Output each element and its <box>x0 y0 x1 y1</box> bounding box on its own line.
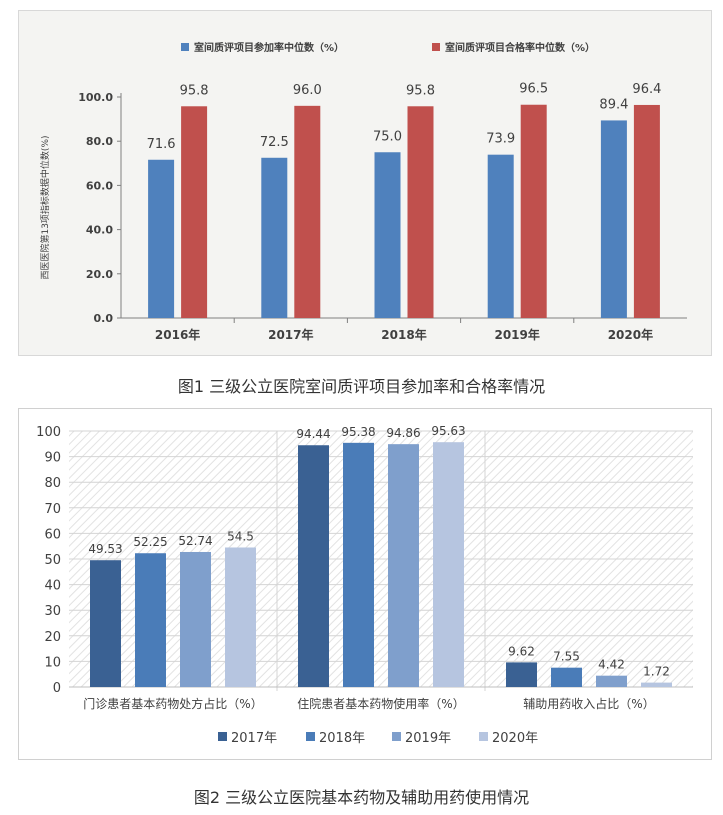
y-tick-label: 60.0 <box>86 179 113 192</box>
data-label: 95.8 <box>180 83 209 98</box>
y-tick-label: 0.0 <box>94 312 114 325</box>
legend-swatch-2018年 <box>306 732 315 741</box>
x-tick-label: 住院患者基本药物使用率（%） <box>297 696 464 711</box>
data-label: 71.6 <box>147 137 176 152</box>
data-label: 95.63 <box>431 424 465 438</box>
chart1-svg: 室间质评项目参加率中位数（%） 室间质评项目合格率中位数（%） 西医医院第13项指标… <box>39 41 687 342</box>
x-tick-label: 2020年 <box>608 327 653 342</box>
bar-1 <box>600 120 627 319</box>
data-label: 75.0 <box>373 129 402 144</box>
y-tick-label: 10 <box>44 655 61 670</box>
y-tick-label: 40 <box>44 579 61 594</box>
figure2-caption: 图2 三级公立医院基本药物及辅助用药使用情况 <box>193 788 530 807</box>
bar-2 <box>633 104 660 319</box>
bar-2020年 <box>225 547 256 687</box>
legend-label: 2019年 <box>405 731 451 746</box>
bar-2018年 <box>343 442 374 687</box>
bar-2017年 <box>298 445 329 687</box>
legend-label: 2018年 <box>319 731 365 746</box>
y-tick-label: 20.0 <box>86 268 113 281</box>
bar-2018年 <box>135 553 166 687</box>
data-label: 89.4 <box>599 97 628 112</box>
bar-2019年 <box>180 551 211 687</box>
data-label: 9.62 <box>508 644 535 658</box>
x-tick-label: 2019年 <box>494 327 539 342</box>
legend-swatch-2019年 <box>392 732 401 741</box>
y-tick-label: 80.0 <box>86 135 113 148</box>
figure1-caption: 图1 三级公立医院室间质评项目参加率和合格率情况 <box>177 377 546 396</box>
bar-1 <box>374 152 401 318</box>
bar-2019年 <box>388 444 419 687</box>
x-tick-label: 2017年 <box>268 327 313 342</box>
y-tick-label: 60 <box>44 527 61 542</box>
legend-swatch-2 <box>432 43 440 51</box>
y-tick-label: 80 <box>44 476 61 491</box>
chart1-panel: 室间质评项目参加率中位数（%） 室间质评项目合格率中位数（%） 西医医院第13项指标… <box>18 10 712 356</box>
bar-2017年 <box>90 560 121 687</box>
data-label: 52.74 <box>178 534 212 548</box>
chart2-panel: 0 10 20 30 40 50 60 70 80 90 100 49.53 52.25 52.74 54.… <box>18 408 712 760</box>
data-label: 95.8 <box>406 83 435 98</box>
bar-2 <box>520 104 547 318</box>
legend-swatch-2017年 <box>218 732 227 741</box>
data-label: 72.5 <box>260 135 289 150</box>
data-label: 1.72 <box>643 665 670 679</box>
bar-1 <box>487 154 514 318</box>
y-tick-label: 20 <box>44 630 61 645</box>
y-tick-label: 100 <box>36 425 61 440</box>
data-label: 52.25 <box>133 535 167 549</box>
data-label: 4.42 <box>598 658 625 672</box>
legend-label: 2017年 <box>231 731 277 746</box>
data-label: 95.38 <box>341 425 375 439</box>
bar-2 <box>407 106 434 318</box>
legend-label-1: 室间质评项目参加率中位数（%） <box>194 41 344 54</box>
bar-2018年 <box>551 667 582 687</box>
bar-2019年 <box>596 675 627 687</box>
y-tick-label: 100.0 <box>78 91 113 104</box>
legend-label-2: 室间质评项目合格率中位数（%） <box>445 41 595 54</box>
bar-2020年 <box>433 442 464 687</box>
y-axis-label: 西医医院第13项指标数据中位数(%) <box>39 135 51 279</box>
data-label: 54.5 <box>227 529 254 543</box>
y-tick-label: 30 <box>44 604 61 619</box>
y-tick-label: 50 <box>44 553 61 568</box>
bar-2 <box>294 105 321 318</box>
bar-2 <box>181 106 208 318</box>
legend-swatch-2020年 <box>479 732 488 741</box>
legend-label: 2020年 <box>492 731 538 746</box>
data-label: 7.55 <box>553 650 580 664</box>
bar-1 <box>148 159 175 318</box>
x-tick-label: 2018年 <box>381 327 426 342</box>
x-tick-label: 门诊患者基本药物处方占比（%） <box>83 696 262 711</box>
x-tick-label: 辅助用药收入占比（%） <box>523 696 654 711</box>
data-label: 96.4 <box>632 82 661 97</box>
legend-swatch-1 <box>181 43 189 51</box>
data-label: 96.5 <box>519 82 548 97</box>
bar-2017年 <box>506 662 537 687</box>
x-tick-label: 2016年 <box>155 327 200 342</box>
y-tick-label: 40.0 <box>86 224 113 237</box>
data-label: 94.86 <box>386 426 420 440</box>
data-label: 94.44 <box>296 427 330 441</box>
y-tick-label: 90 <box>44 451 61 466</box>
data-label: 73.9 <box>486 132 515 147</box>
y-tick-label: 0 <box>53 681 61 696</box>
chart2-svg: 0 10 20 30 40 50 60 70 80 90 100 49.53 52.25 52.74 54.… <box>36 424 693 746</box>
bar-2020年 <box>641 682 672 687</box>
data-label: 49.53 <box>88 542 122 556</box>
bar-1 <box>261 157 288 318</box>
data-label: 96.0 <box>293 83 322 98</box>
y-tick-label: 70 <box>44 502 61 517</box>
